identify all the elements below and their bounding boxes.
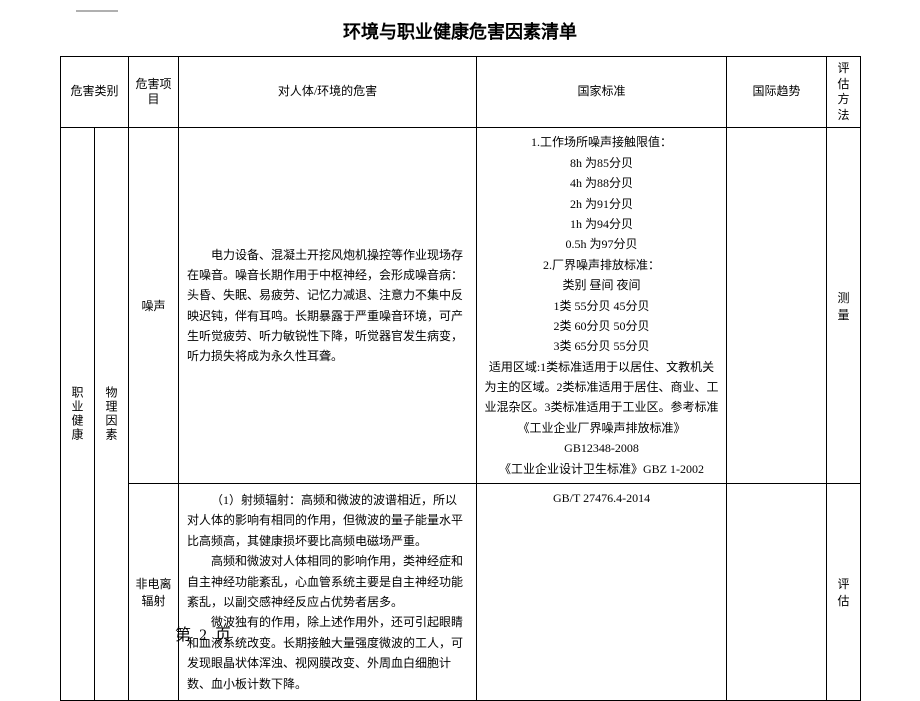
std-l5: 1h 为94分贝 (483, 214, 720, 234)
std-l6: 0.5h 为97分贝 (483, 234, 720, 254)
std-l7: 2.厂界噪声排放标准： (483, 255, 720, 275)
std-l4: 2h 为91分贝 (483, 194, 720, 214)
std-l13: 《工业企业厂界噪声排放标准》 (483, 418, 720, 438)
th-category: 危害类别 (61, 57, 129, 128)
hazard-table: 危害类别 危害项目 对人体/环境的危害 国家标准 国际趋势 评估方法 职业健康 … (60, 56, 861, 701)
std-l3: 4h 为88分贝 (483, 173, 720, 193)
std-l10: 2类 60分贝 50分贝 (483, 316, 720, 336)
std-l8: 类别 昼间 夜间 (483, 275, 720, 295)
row-radiation: 非电离辐射 （1）射频辐射：高频和微波的波谱相近，所以对人体的影响有相同的作用，… (61, 484, 861, 701)
cell-noise-item: 噪声 (129, 128, 179, 484)
std-l14: GB12348-2008 (483, 438, 720, 458)
cell-noise-harm: 电力设备、混凝土开挖风炮机操控等作业现场存在噪音。噪音长期作用于中枢神经，会形成… (179, 128, 477, 484)
th-harm: 对人体/环境的危害 (179, 57, 477, 128)
cell-noise-trend (727, 128, 827, 484)
noise-harm-text: 电力设备、混凝土开挖风炮机操控等作业现场存在噪音。噪音长期作用于中枢神经，会形成… (187, 245, 468, 367)
cell-rad-trend (727, 484, 827, 701)
page-number: 第 2 页 (175, 621, 233, 645)
cell-noise-std: 1.工作场所噪声接触限值： 8h 为85分贝 4h 为88分贝 2h 为91分贝… (477, 128, 727, 484)
th-trend: 国际趋势 (727, 57, 827, 128)
th-standard: 国家标准 (477, 57, 727, 128)
corner-mark (76, 10, 118, 12)
std-l11: 3类 65分贝 55分贝 (483, 336, 720, 356)
cell-rad-eval: 评估 (827, 484, 861, 701)
cat1-text: 职业健康 (69, 386, 86, 442)
rad-harm-p1: （1）射频辐射：高频和微波的波谱相近，所以对人体的影响有相同的作用，但微波的量子… (187, 490, 468, 551)
cell-rad-harm: （1）射频辐射：高频和微波的波谱相近，所以对人体的影响有相同的作用，但微波的量子… (179, 484, 477, 701)
cell-rad-item: 非电离辐射 (129, 484, 179, 701)
rad-std-text: GB/T 27476.4-2014 (483, 488, 720, 508)
std-l12: 适用区域:1类标准适用于以居住、文教机关为主的区域。2类标准适用于居住、商业、工… (483, 357, 720, 418)
th-eval: 评估方法 (827, 57, 861, 128)
table-header-row: 危害类别 危害项目 对人体/环境的危害 国家标准 国际趋势 评估方法 (61, 57, 861, 128)
std-l1: 1.工作场所噪声接触限值： (483, 132, 720, 152)
std-l15: 《工业企业设计卫生标准》GBZ 1-2002 (483, 459, 720, 479)
std-l9: 1类 55分贝 45分贝 (483, 296, 720, 316)
cell-rad-std: GB/T 27476.4-2014 (477, 484, 727, 701)
row-noise: 职业健康 物理因素 噪声 电力设备、混凝土开挖风炮机操控等作业现场存在噪音。噪音… (61, 128, 861, 484)
cell-cat1: 职业健康 (61, 128, 95, 701)
th-item: 危害项目 (129, 57, 179, 128)
std-l2: 8h 为85分贝 (483, 153, 720, 173)
cell-cat2: 物理因素 (95, 128, 129, 701)
page-title: 环境与职业健康危害因素清单 (60, 18, 860, 44)
cat2-text: 物理因素 (103, 386, 120, 442)
cell-noise-eval: 测量 (827, 128, 861, 484)
rad-harm-p2: 高频和微波对人体相同的影响作用，类神经症和自主神经功能紊乱，心血管系统主要是自主… (187, 551, 468, 612)
